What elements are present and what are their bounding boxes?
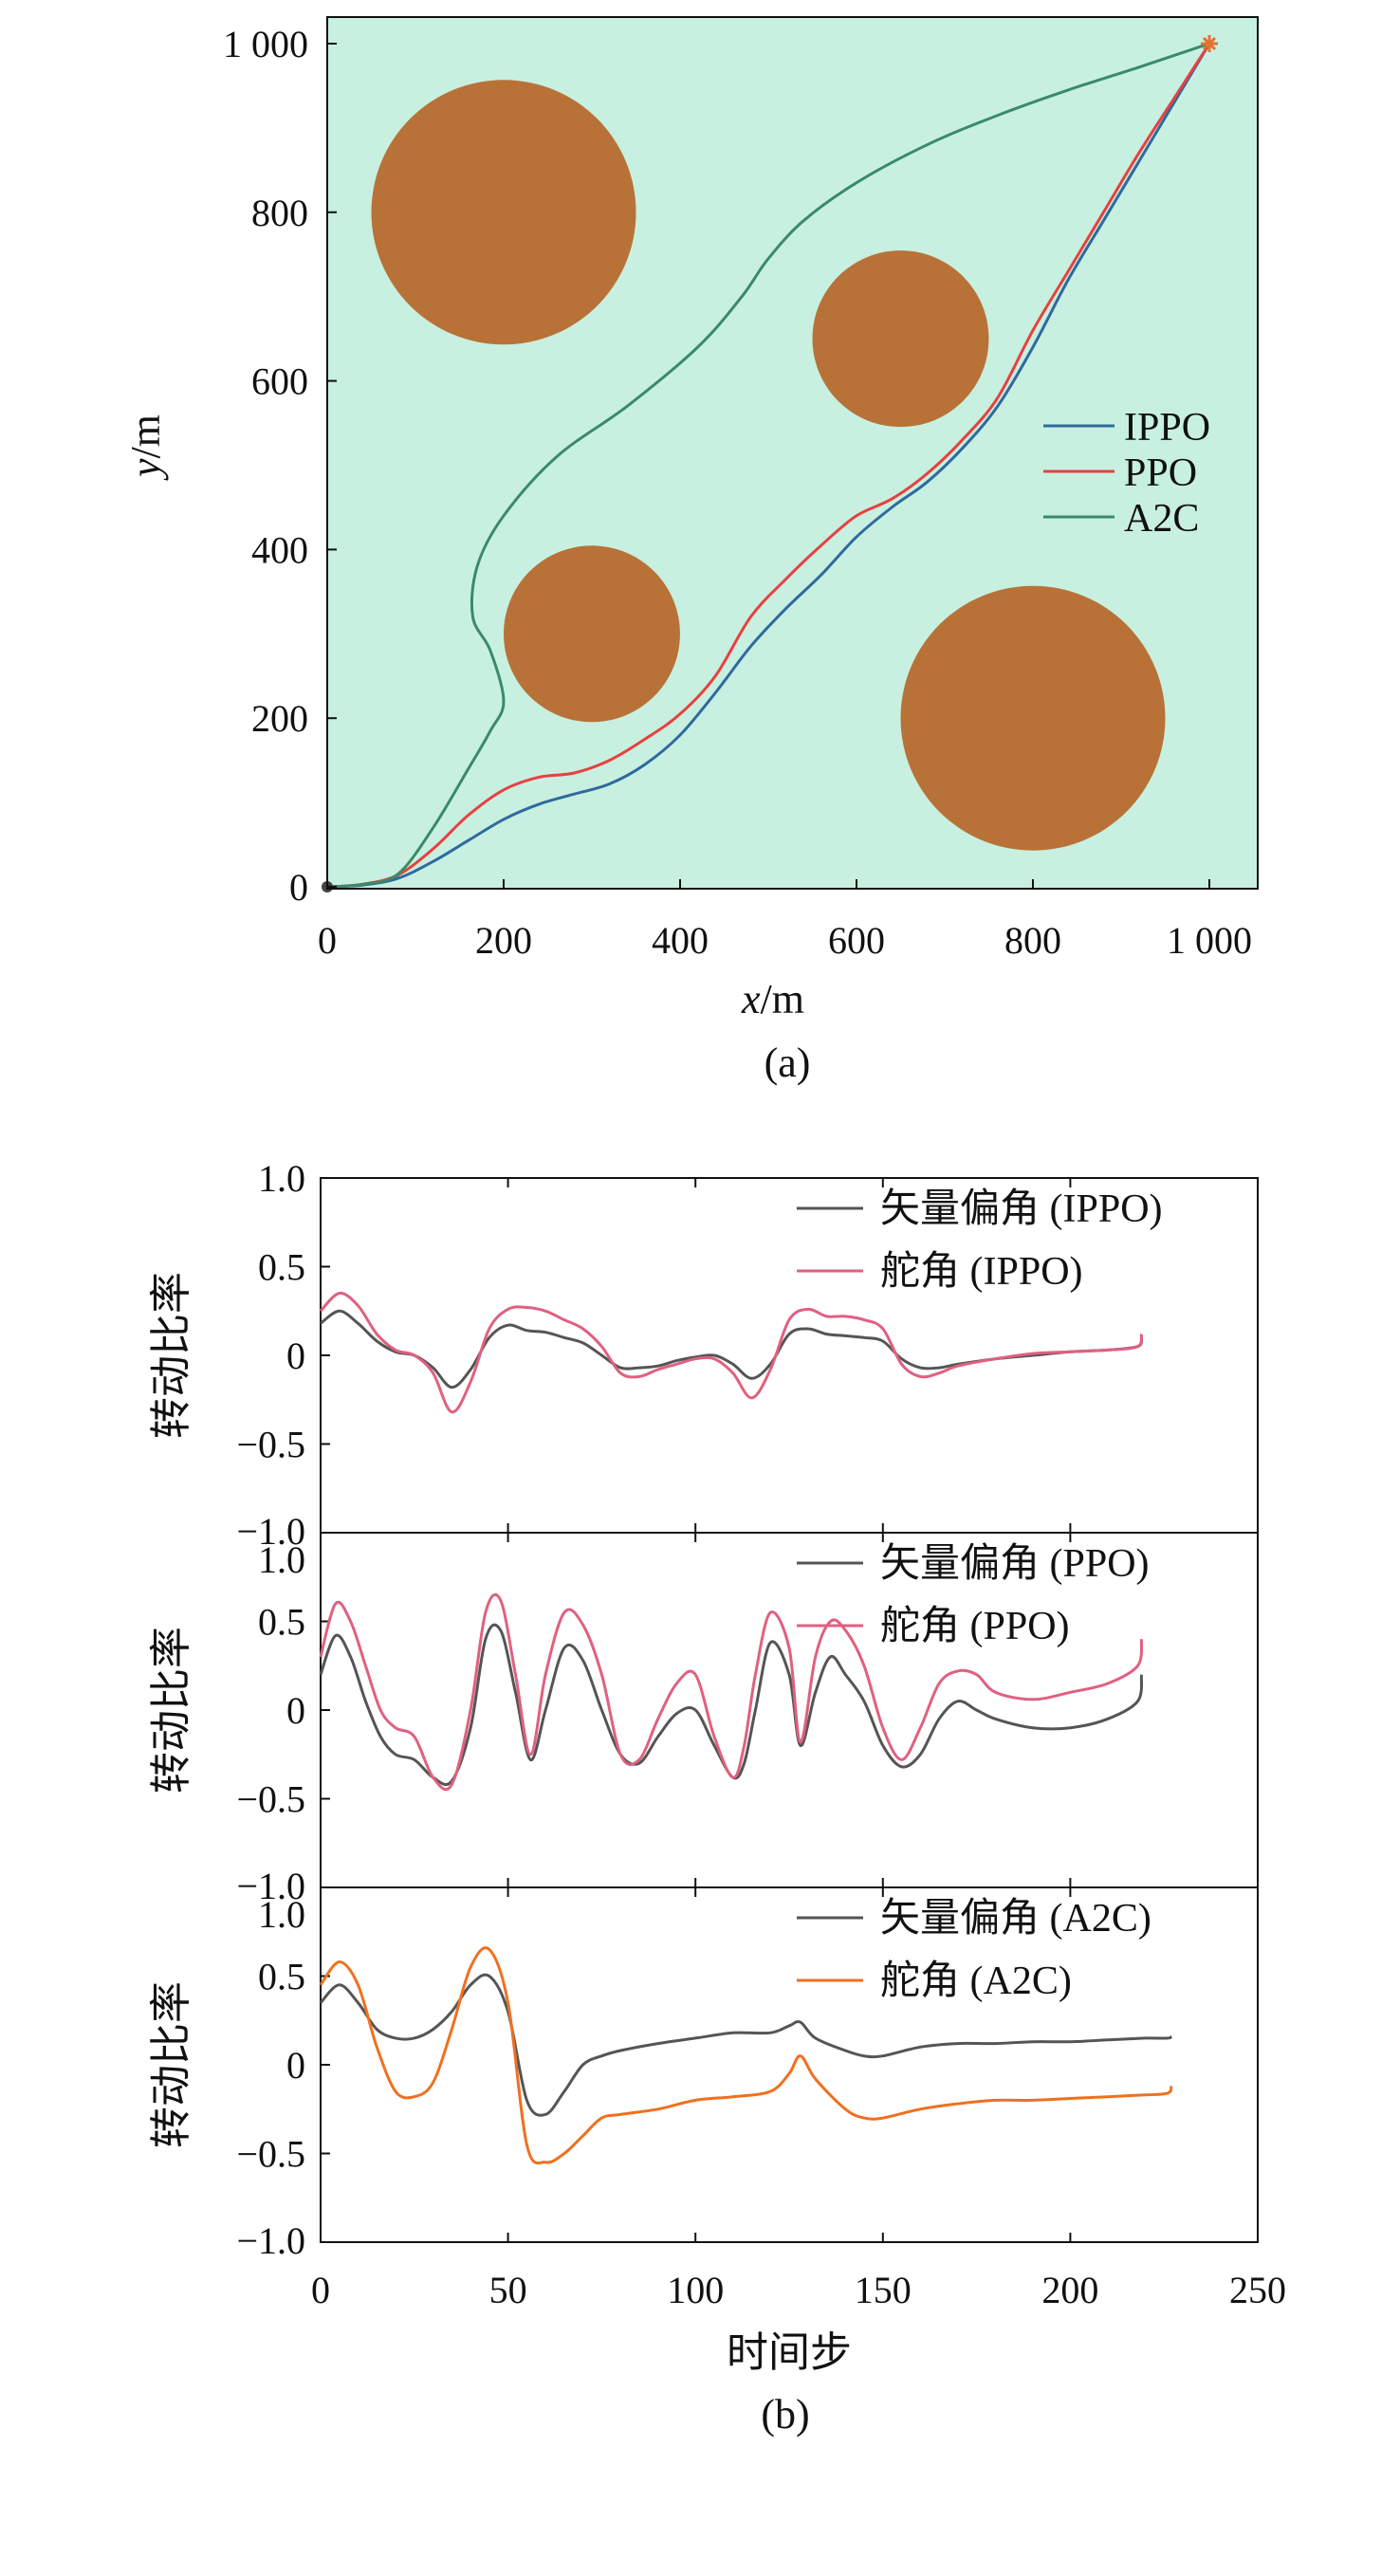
plot-frame	[326, 16, 1259, 890]
legend-label: IPPO	[1124, 406, 1210, 450]
series-line-vector-angle	[319, 1623, 1144, 1786]
series-line-rudder-angle	[319, 1592, 1144, 1792]
obstacle-1	[371, 80, 636, 345]
legend-label: 矢量偏角 (IPPO)	[880, 1187, 1163, 1231]
goal-marker	[1201, 35, 1218, 52]
x-axis-unit: /m	[761, 976, 804, 1022]
x-tick-label: 600	[828, 919, 885, 962]
x-tick-label: 0	[311, 2269, 330, 2311]
y-tick-label: −0.5	[236, 2133, 305, 2176]
obstacle-2	[812, 250, 989, 428]
legend-label: 舵角 (A2C)	[880, 1960, 1072, 2003]
y-axis-variable: y	[122, 458, 169, 481]
obstacle-3	[504, 545, 680, 723]
y-tick-label: −0.5	[236, 1778, 305, 1821]
y-tick-label: 0	[286, 2044, 305, 2087]
y-tick-label: 1.0	[258, 1893, 305, 1936]
subplot-frame	[320, 1886, 1259, 2243]
x-axis-label: x/m	[741, 976, 804, 1022]
series-line-ppo	[326, 43, 1211, 889]
y-tick-label: 0	[286, 1689, 305, 1732]
x-tick-label: 50	[489, 2269, 527, 2311]
x-axis-variable: x	[741, 976, 761, 1022]
y-tick-label: 0	[286, 1334, 305, 1377]
x-tick-label: 200	[1041, 2269, 1098, 2311]
legend-label: 矢量偏角 (PPO)	[880, 1542, 1150, 1586]
subplot-ppo: −1.0 −0.5 0 0.5 1.0 矢量偏角 (PPO) 舵角 (PPO) 转动比率	[147, 1532, 1259, 1907]
x-tick-label: 150	[855, 2269, 912, 2311]
series-line-rudder-angle	[319, 1946, 1173, 2165]
y-axis-label: 转动比率	[147, 1981, 195, 2148]
y-tick-label: 0.5	[258, 1246, 305, 1289]
series-line-ippo	[326, 43, 1211, 889]
y-tick-label: 1.0	[258, 1538, 305, 1581]
y-tick-label: −0.5	[236, 1424, 305, 1466]
caption-b: (b)	[761, 2391, 809, 2438]
y-axis-unit: /m	[122, 414, 169, 458]
x-tick-label: 250	[1229, 2269, 1286, 2311]
subplot-ippo: −1.0 −0.5 0 0.5 1.0 矢量偏角 (IPPO) 舵角 (IPPO) 转动比率	[147, 1157, 1259, 1553]
x-tick-label: 100	[667, 2269, 724, 2311]
y-tick-label: −1.0	[236, 2219, 305, 2262]
legend-label: PPO	[1124, 451, 1197, 495]
legend-label: 舵角 (PPO)	[880, 1605, 1070, 1648]
y-tick-label: 1.0	[258, 1157, 305, 1200]
x-tick-label: 0	[318, 919, 337, 962]
y-axis-label: y/m	[122, 414, 169, 481]
x-tick-label: 1 000	[1167, 919, 1252, 962]
series-line-a2c	[326, 42, 1210, 889]
y-tick-label: 0.5	[258, 1956, 305, 1998]
y-axis-label: 转动比率	[147, 1272, 195, 1439]
x-axis-label: 时间步	[727, 2328, 852, 2377]
subplot-frame	[320, 1532, 1259, 1888]
x-tick-label: 800	[1004, 919, 1061, 962]
series-line-rudder-angle	[319, 1291, 1144, 1414]
legend-label: 矢量偏角 (A2C)	[880, 1897, 1151, 1941]
y-tick-label: 400	[251, 528, 308, 571]
x-tick-label: 200	[475, 919, 532, 962]
legend-label: 舵角 (IPPO)	[880, 1250, 1083, 1294]
series-line-vector-angle	[319, 1973, 1173, 2117]
subplot-a2c: −1.0 −0.5 0 0.5 1.0 矢量偏角 (A2C) 舵角 (A2C) 转动比率	[147, 1886, 1259, 2262]
y-tick-label: 200	[251, 697, 308, 740]
caption-a: (a)	[764, 1040, 811, 1086]
y-tick-label: 800	[251, 192, 308, 234]
y-tick-label: 1 000	[223, 23, 308, 65]
subplot-frame	[320, 1177, 1259, 1534]
x-tick-label: 400	[652, 919, 709, 962]
series-line-vector-angle	[320, 1309, 1144, 1389]
legend-label: A2C	[1124, 497, 1199, 541]
y-tick-label: 600	[251, 360, 308, 403]
y-tick-label: −1.0	[236, 1865, 305, 1907]
y-tick-label: 0	[289, 866, 308, 909]
obstacle-4	[900, 585, 1166, 851]
y-tick-label: 0.5	[258, 1601, 305, 1644]
y-axis-label: 转动比率	[147, 1627, 195, 1794]
y-tick-label: −1.0	[236, 1510, 305, 1553]
